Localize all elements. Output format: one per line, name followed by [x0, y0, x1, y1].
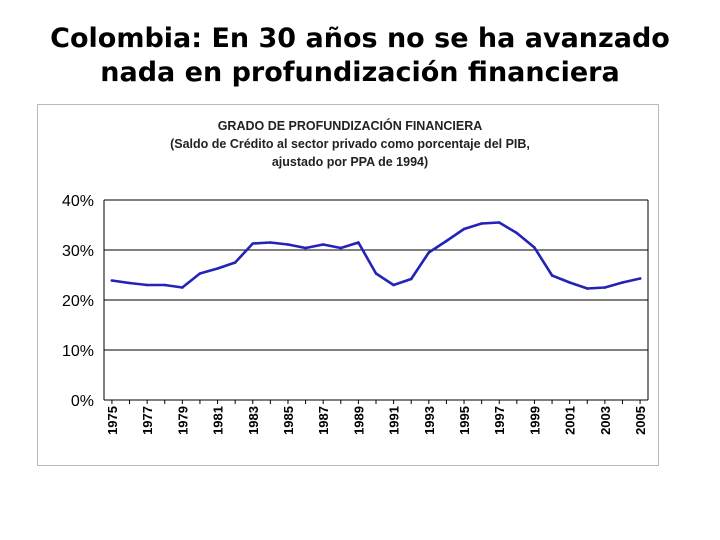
- x-tick-label: 1989: [351, 406, 366, 435]
- x-tick-label: 1983: [246, 406, 261, 435]
- series-line-0: [110, 221, 642, 290]
- slide-title: Colombia: En 30 años no se ha avanzado n…: [0, 22, 720, 90]
- data-point-1991: [392, 283, 395, 287]
- y-tick-label: 10%: [62, 343, 94, 360]
- data-point-1986: [304, 246, 307, 250]
- chart-frame: GRADO DE PROFUNDIZACIÓN FINANCIERA (Sald…: [37, 104, 659, 466]
- data-point-1984: [269, 241, 272, 244]
- data-point-1988: [339, 246, 343, 250]
- data-point-1978: [163, 283, 167, 287]
- data-point-1977: [145, 283, 149, 287]
- y-tick-label: 20%: [62, 293, 94, 310]
- data-point-1996: [480, 222, 483, 225]
- data-point-1990: [374, 272, 378, 275]
- slide-title-line-1: Colombia: En 30 años no se ha avanzado: [50, 23, 670, 54]
- data-point-2001: [568, 281, 571, 284]
- data-point-1995: [462, 227, 466, 231]
- y-tick-label: 0%: [71, 393, 94, 410]
- data-point-2003: [603, 286, 607, 289]
- data-point-2004: [621, 281, 624, 284]
- data-point-2002: [585, 287, 589, 290]
- y-tick-label: 30%: [62, 243, 94, 260]
- data-point-1983: [251, 242, 255, 245]
- x-tick-label: 1991: [387, 406, 402, 435]
- data-point-1985: [286, 243, 290, 246]
- data-point-1994: [445, 239, 448, 243]
- data-point-1999: [533, 246, 536, 249]
- chart-subtitle-line-1: (Saldo de Crédito al sector privado como…: [170, 137, 530, 151]
- x-tick-label: 1995: [457, 406, 472, 435]
- x-tick-label: 1985: [281, 406, 296, 435]
- x-tick-label: 1987: [316, 406, 331, 435]
- x-tick-label: 2001: [563, 406, 578, 435]
- data-point-1981: [216, 267, 219, 270]
- slide-title-line-2: nada en profundización financiera: [100, 57, 620, 88]
- x-tick-label: 1975: [105, 406, 120, 435]
- data-point-1982: [233, 261, 237, 264]
- data-point-1997: [497, 221, 501, 224]
- x-tick-label: 1999: [527, 406, 542, 435]
- data-point-1975: [110, 279, 114, 282]
- data-point-2005: [638, 277, 642, 280]
- chart-title: GRADO DE PROFUNDIZACIÓN FINANCIERA: [218, 118, 483, 133]
- data-point-1998: [515, 231, 519, 235]
- x-tick-label: 1979: [175, 406, 190, 435]
- x-tick-label: 2005: [633, 406, 648, 435]
- data-point-1976: [128, 281, 131, 285]
- data-point-1993: [427, 251, 431, 254]
- data-point-1989: [357, 241, 360, 244]
- x-tick-label: 1977: [140, 406, 155, 435]
- chart-subtitle-line-2: ajustado por PPA de 1994): [272, 155, 428, 169]
- x-tick-label: 1993: [422, 406, 437, 435]
- x-tick-label: 2003: [598, 406, 613, 435]
- y-tick-label: 40%: [62, 193, 94, 210]
- data-point-1980: [198, 272, 202, 275]
- data-point-1979: [181, 286, 184, 289]
- x-tick-label: 1981: [211, 406, 226, 435]
- plot-area: 0% 10% 20% 30% 40% 1975 1977 1979 1981 1983 1985 19…: [62, 193, 649, 435]
- data-point-1992: [409, 277, 413, 281]
- x-tick-label: 1997: [492, 406, 507, 435]
- data-point-2000: [550, 274, 554, 277]
- line-chart: GRADO DE PROFUNDIZACIÓN FINANCIERA (Sald…: [62, 118, 649, 435]
- data-point-1987: [321, 243, 325, 246]
